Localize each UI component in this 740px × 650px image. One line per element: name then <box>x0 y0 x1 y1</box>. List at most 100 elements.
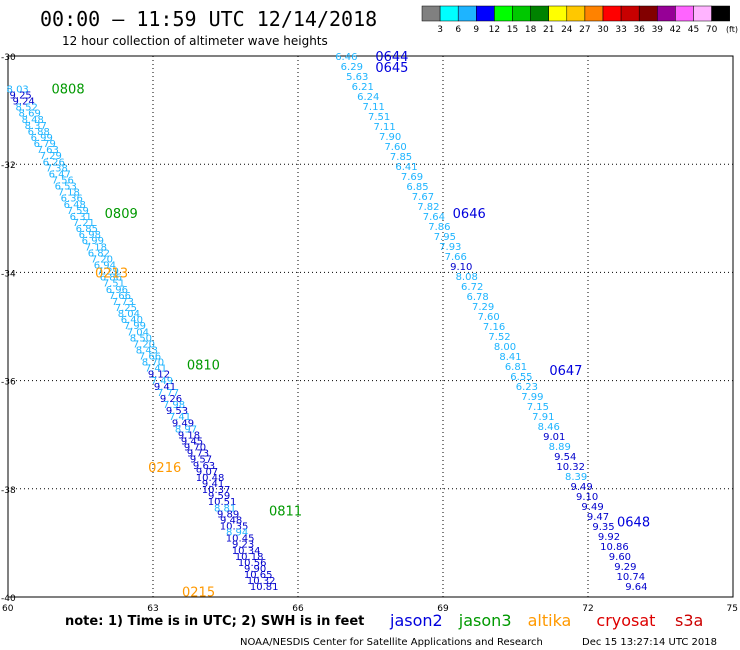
swh-value: 9.23 <box>232 540 254 551</box>
swh-value: 7.77 <box>157 388 179 399</box>
swh-value: 9.49 <box>581 502 603 513</box>
color-label: 18 <box>525 25 537 35</box>
x-tick-label: 69 <box>437 604 449 614</box>
y-tick-label: -30 <box>1 53 16 63</box>
plot-area: -30 -32 -34 -36 -38 -40 60 63 66 69 72 75 8.039.25… <box>1 50 738 614</box>
swh-value: 7.18 <box>85 242 107 253</box>
swh-value: 9.73 <box>187 449 209 460</box>
footer-credit: NOAA/NESDIS Center for Satellite Applica… <box>240 637 543 648</box>
swh-value: 7.41 <box>169 412 191 423</box>
swh-value: 6.81 <box>505 362 527 373</box>
color-label: 42 <box>670 25 681 35</box>
color-label: 12 <box>489 25 500 35</box>
swh-value: 7.93 <box>439 242 461 253</box>
swh-value: 7.66 <box>139 352 161 363</box>
swh-value: 9.63 <box>193 461 215 472</box>
swh-value: 6.31 <box>70 212 92 223</box>
swh-value: 6.85 <box>76 224 98 235</box>
color-swatch <box>476 5 495 22</box>
swh-value: 9.90 <box>244 564 266 575</box>
swh-value: 7.98 <box>163 400 185 411</box>
color-swatch <box>602 5 622 22</box>
swh-value: 10.74 <box>617 572 646 583</box>
pass-time-label: 0809 <box>105 207 138 222</box>
swh-value: 6.78 <box>467 292 489 303</box>
swh-value: 7.73 <box>112 297 134 308</box>
swh-value: 6.24 <box>357 92 379 103</box>
swh-value: 6.47 <box>49 169 71 180</box>
pass-time-label: 0644 <box>375 50 408 65</box>
swh-value: 9.26 <box>160 394 182 405</box>
y-tick-label: -36 <box>1 378 16 388</box>
swh-value: 7.11 <box>374 122 396 133</box>
swh-value: 7.51 <box>368 112 390 123</box>
color-swatch <box>638 5 658 22</box>
swh-value: 6.96 <box>106 285 128 296</box>
swh-value: 9.89 <box>217 509 239 520</box>
legend-item: s3a <box>675 611 703 630</box>
swh-value: 7.29 <box>472 302 494 313</box>
swh-value: 7.51 <box>103 279 125 290</box>
swh-value: 10.37 <box>202 485 231 496</box>
swh-value: 9.41 <box>154 382 176 393</box>
swh-value: 10.56 <box>238 558 267 569</box>
swh-value: 6.88 <box>28 127 50 138</box>
swh-value: 6.36 <box>61 194 83 205</box>
color-swatch <box>548 5 568 22</box>
swh-value: 7.29 <box>97 267 119 278</box>
swh-value: 8.94 <box>226 528 248 539</box>
swh-value: 9.41 <box>202 479 224 490</box>
swh-value: 9.25 <box>10 91 32 102</box>
pass-time-label: 0216 <box>148 461 181 476</box>
swh-value: 6.23 <box>516 382 538 393</box>
plot-frame <box>7 55 734 598</box>
swh-value: 7.66 <box>445 252 467 263</box>
legend-item: jason3 <box>458 611 512 630</box>
swh-value: 8.97 <box>175 424 197 435</box>
color-swatch <box>693 5 712 22</box>
swh-value: 6.40 <box>121 315 143 326</box>
swh-value: 7.91 <box>532 412 554 423</box>
swh-value: 8.43 <box>136 345 158 356</box>
swh-value: 8.39 <box>565 472 587 483</box>
swh-value: 7.04 <box>127 327 149 338</box>
swh-value: 6.98 <box>79 230 101 241</box>
swh-value: 9.10 <box>576 492 598 503</box>
swh-value: 6.94 <box>94 260 116 271</box>
swh-value: 10.86 <box>600 542 629 553</box>
color-swatch <box>584 5 604 22</box>
swh-value: 6.46 <box>335 52 357 63</box>
swh-value: 6.48 <box>64 200 86 211</box>
swh-value: 9.54 <box>554 452 576 463</box>
swh-value: 8.03 <box>7 84 29 95</box>
swh-value: 9.64 <box>625 582 647 593</box>
swh-value: 7.64 <box>423 212 445 223</box>
color-label: 9 <box>473 25 479 35</box>
swh-value: 9.12 <box>148 370 170 381</box>
color-label: 24 <box>561 25 573 35</box>
pass-time-label: 0811 <box>269 504 302 519</box>
pass-time-label: 0213 <box>95 266 128 281</box>
swh-value: 7.21 <box>73 218 95 229</box>
swh-value: 8.89 <box>549 442 571 453</box>
swh-value: 7.90 <box>379 132 401 143</box>
swh-value: 8.41 <box>499 352 521 363</box>
x-tick-labels: 60 63 66 69 72 75 <box>2 604 738 614</box>
color-label: 27 <box>579 25 590 35</box>
swh-value: 8.46 <box>538 422 560 433</box>
swh-value: 7.63 <box>37 145 59 156</box>
swh-value: 9.49 <box>570 482 592 493</box>
pass-time-label: 0810 <box>187 358 220 373</box>
swh-value: 7.41 <box>145 364 167 375</box>
x-tick-label: 75 <box>727 604 738 614</box>
swh-value: 8.81 <box>214 503 236 514</box>
swh-value: 9.48 <box>220 515 242 526</box>
swh-value: 8.52 <box>16 103 38 114</box>
color-swatch <box>675 5 694 22</box>
swh-value: 6.79 <box>34 139 56 150</box>
pass-time-label: 0647 <box>549 364 582 379</box>
swh-value: 7.38 <box>46 163 68 174</box>
swh-value: 10.34 <box>232 546 261 557</box>
